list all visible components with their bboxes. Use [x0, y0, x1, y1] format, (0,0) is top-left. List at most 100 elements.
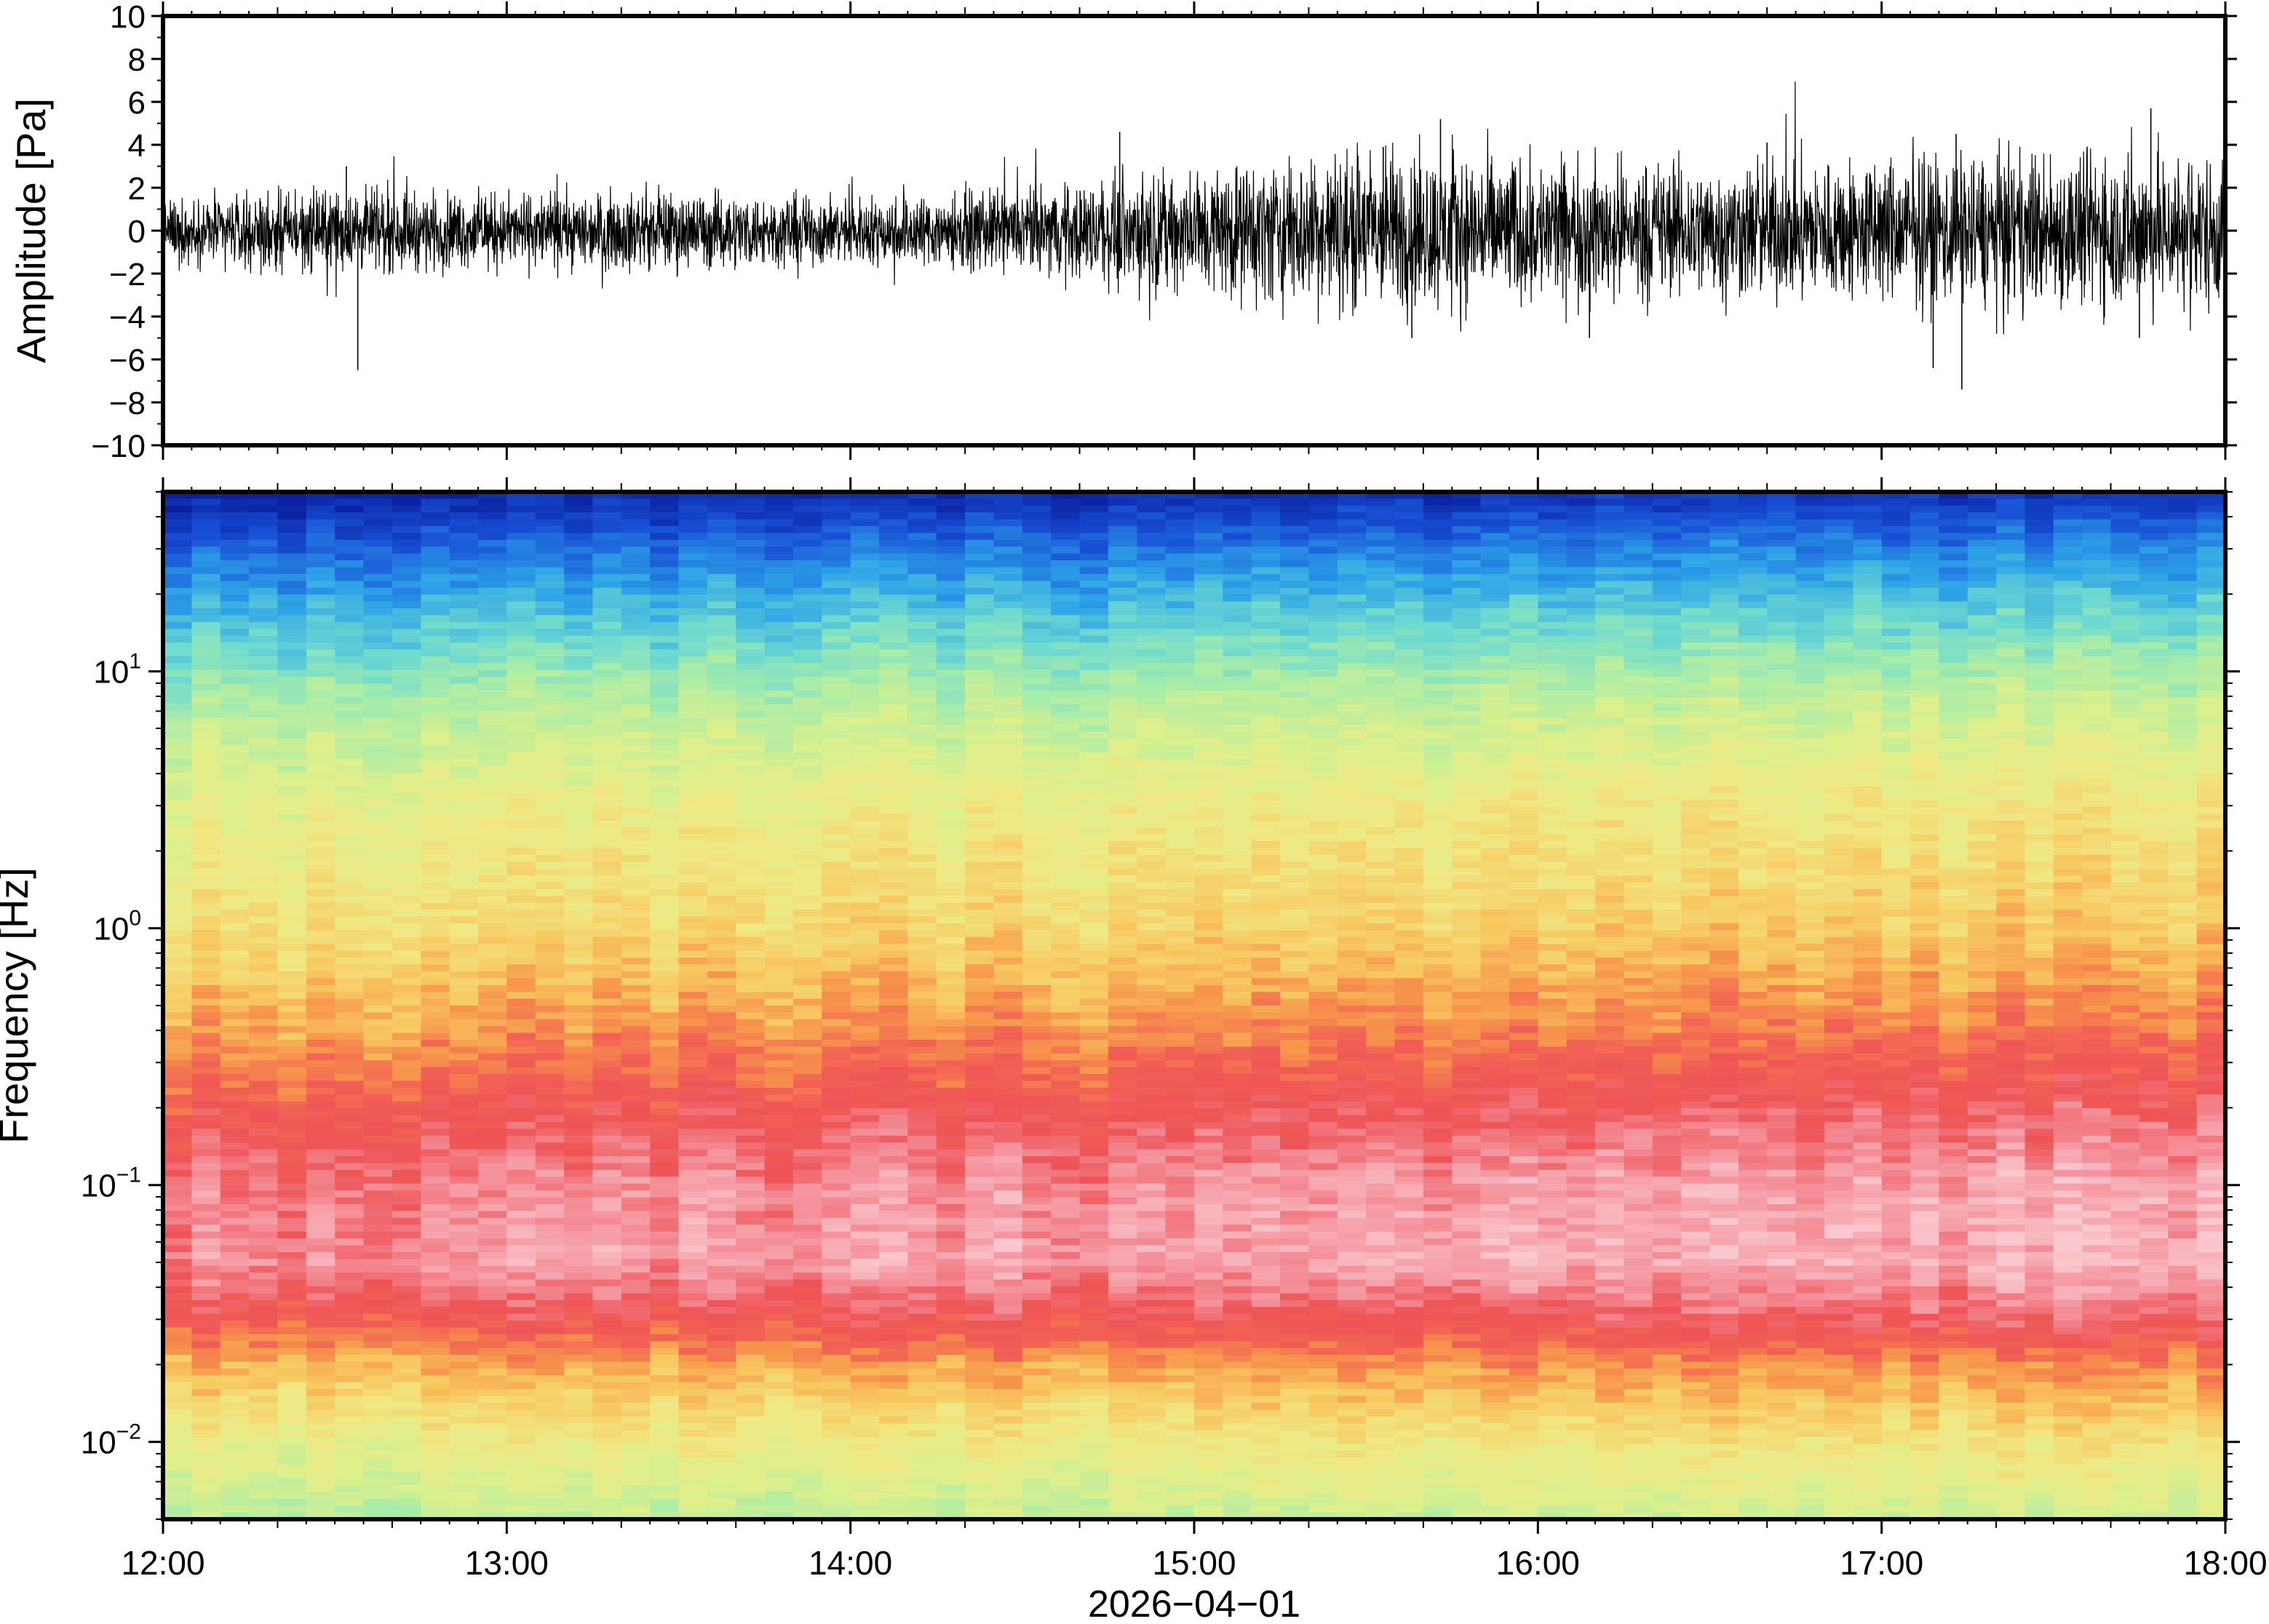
spectrogram-cell [1853, 861, 1883, 869]
spectrogram-cell [792, 656, 822, 664]
spectrogram-cell [1480, 854, 1510, 862]
spectrogram-cell [822, 594, 851, 602]
spectrogram-cell [535, 807, 565, 814]
spectrogram-cell [907, 882, 937, 890]
spectrogram-cell [220, 868, 250, 876]
spectrogram-cell [1079, 752, 1109, 760]
spectrogram-cell [792, 704, 822, 712]
spectrogram-cell [1223, 656, 1252, 664]
spectrogram-cell [1595, 642, 1625, 650]
spectrogram-cell [2082, 690, 2112, 698]
spectrogram-cell [1051, 745, 1081, 753]
spectrogram-cell [421, 512, 450, 520]
spectrogram-cell [1795, 793, 1825, 801]
spectrogram-cell [1824, 690, 1853, 698]
spectrogram-cell [220, 512, 250, 520]
spectrogram-cell [822, 793, 851, 801]
spectrogram-cell [1251, 752, 1281, 760]
spectrogram-cell [277, 909, 307, 918]
spectrogram-cell [449, 512, 479, 520]
spectrogram-cell [1165, 848, 1195, 856]
spectrogram-cell [1538, 697, 1567, 705]
spectrogram-cell [1624, 560, 1653, 568]
spectrogram-cell [1137, 690, 1167, 698]
spectrogram-cell [191, 649, 221, 657]
spectrogram-cell [2196, 861, 2226, 869]
spectrogram-cell [1452, 498, 1482, 506]
spectrogram-cell [1967, 567, 1997, 575]
spectrogram-cell [1939, 704, 1968, 712]
spectrogram-cell [1366, 848, 1396, 856]
spectrogram-cell [1652, 889, 1682, 896]
spectrogram-cell [1509, 827, 1538, 835]
spectrogram-cell [449, 539, 479, 547]
spectrogram-cell [249, 492, 279, 499]
spectrogram-cell [1137, 909, 1167, 918]
spectrogram-cell [965, 827, 995, 835]
spectrogram-cell [621, 861, 651, 869]
spectrogram-cell [965, 725, 995, 733]
spectrogram-cell [736, 923, 766, 931]
spectrogram-cell [1423, 868, 1453, 876]
spectrogram-cell [449, 827, 479, 835]
spectrogram-cell [1595, 820, 1625, 828]
spectrogram-cell [1022, 649, 1052, 657]
spectrogram-cell [2053, 533, 2083, 541]
spectrogram-cell [2168, 649, 2198, 657]
spectrogram-cell [1394, 594, 1424, 602]
spectrogram-cell [1079, 601, 1109, 609]
spectrogram-cell [1165, 649, 1195, 657]
spectrogram-cell [1223, 725, 1252, 733]
spectrogram-cell [936, 882, 966, 890]
spectrogram-cell [363, 581, 393, 589]
spectrogram-cell [191, 492, 221, 499]
spectrogram-cell [1566, 539, 1596, 547]
spectrogram-cell [2053, 738, 2083, 746]
spectrogram-cell [335, 936, 365, 944]
spectrogram-cell [764, 512, 794, 520]
spectrogram-cell [1165, 752, 1195, 760]
spectrogram-cell [1223, 498, 1252, 506]
spectrogram-cell [1251, 533, 1281, 541]
spectrogram-cell [1967, 916, 1997, 924]
spectrogram-cell [764, 581, 794, 589]
spectrogram-cell [1595, 759, 1625, 767]
spectrogram-cell [792, 923, 822, 931]
spectrogram-cell [1165, 629, 1195, 637]
spectrogram-cell [392, 725, 421, 733]
spectrogram-cell [392, 738, 421, 746]
spectrogram-cell [993, 704, 1023, 712]
spectrogram-cell [1795, 519, 1825, 527]
spectrogram-cell [1165, 923, 1195, 931]
spectrogram-cell [1853, 752, 1883, 760]
spectrogram-cell [822, 601, 851, 609]
spectrogram-cell [621, 800, 651, 808]
spectrogram-cell [879, 587, 908, 595]
spectrogram-cell [1566, 649, 1596, 657]
spectrogram-cell [592, 793, 622, 801]
spectrogram-cell [1738, 615, 1768, 623]
spectrogram-cell [535, 642, 565, 650]
spectrogram-cell [1624, 848, 1653, 856]
spectrogram-cell [1051, 765, 1081, 773]
spectrogram-cell [363, 745, 393, 753]
spectrogram-cell [1652, 834, 1682, 842]
spectrogram-cell [1509, 690, 1538, 698]
spectrogram-cell [1738, 512, 1768, 520]
spectrogram-cell [421, 629, 450, 637]
spectrogram-cell [678, 553, 708, 561]
spectrogram-cell [1595, 704, 1625, 712]
spectrogram-cell [650, 861, 680, 869]
spectrogram-cell [1079, 779, 1109, 787]
spectrogram-cell [1194, 629, 1223, 637]
spectrogram-cell [2139, 889, 2169, 896]
spectrogram-cell [1079, 868, 1109, 876]
spectrogram-cell [2024, 717, 2054, 725]
spectrogram-cell [736, 677, 766, 685]
spectrogram-cell [707, 944, 736, 952]
spectrogram-cell [993, 669, 1023, 677]
spectrogram-cell [650, 704, 680, 712]
spectrogram-cell [220, 875, 250, 883]
spectrogram-cell [592, 711, 622, 719]
spectrogram-cell [764, 546, 794, 554]
